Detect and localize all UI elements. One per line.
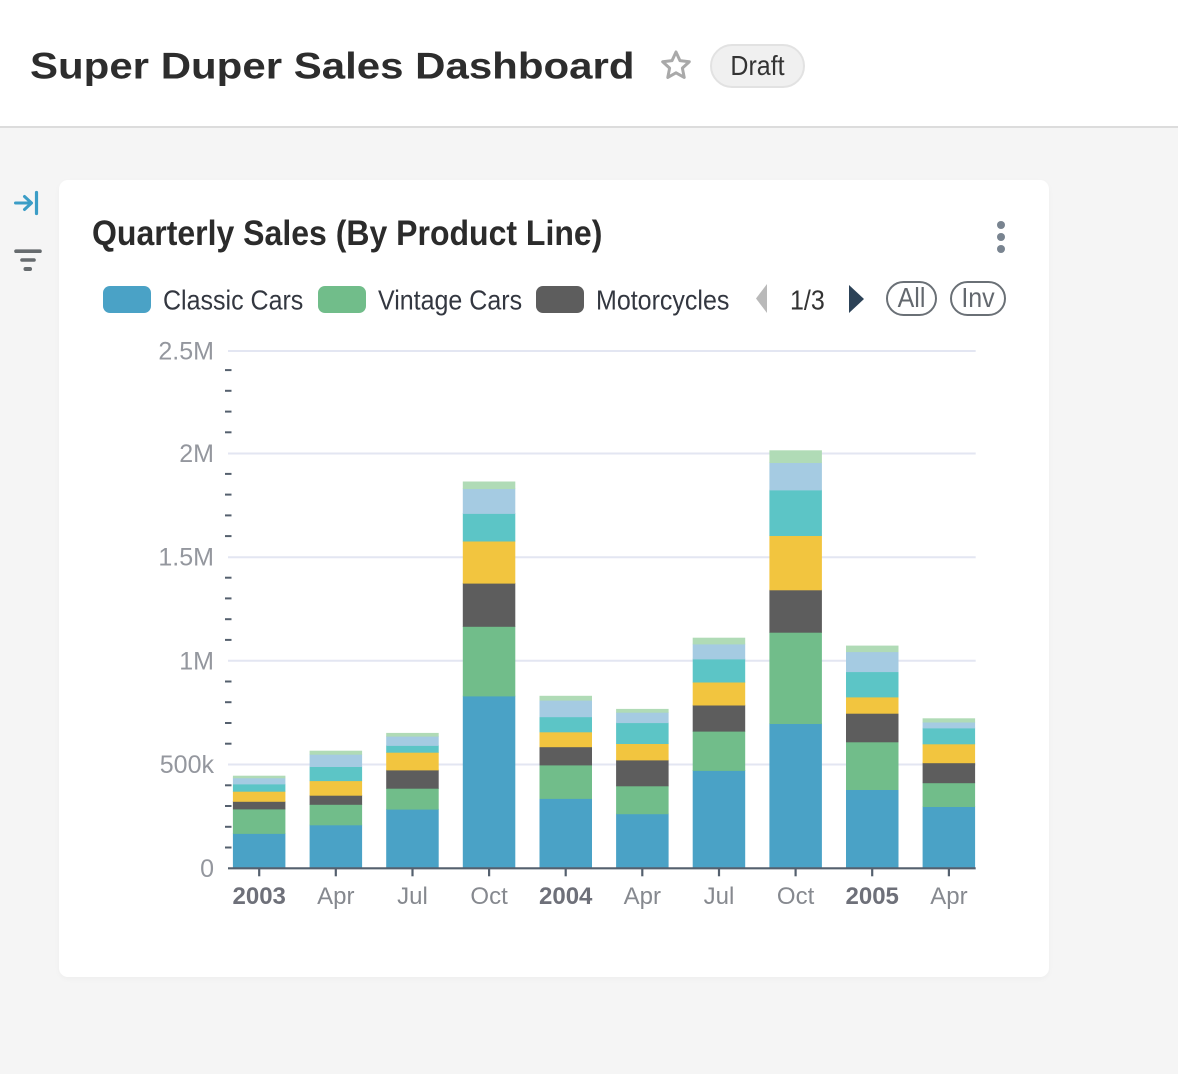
svg-text:2M: 2M: [179, 440, 214, 468]
svg-text:Jul: Jul: [397, 883, 428, 910]
svg-text:2.5M: 2.5M: [158, 338, 214, 366]
svg-text:0: 0: [200, 855, 214, 883]
svg-text:Apr: Apr: [317, 883, 354, 910]
svg-text:2005: 2005: [846, 883, 899, 910]
svg-text:Jul: Jul: [704, 883, 735, 910]
svg-text:1.5M: 1.5M: [158, 544, 214, 572]
svg-text:2003: 2003: [233, 883, 286, 910]
svg-text:Apr: Apr: [624, 883, 661, 910]
svg-text:2004: 2004: [539, 883, 593, 910]
svg-text:1M: 1M: [179, 647, 214, 675]
svg-text:500k: 500k: [160, 751, 215, 779]
svg-text:Oct: Oct: [777, 883, 815, 910]
svg-text:Oct: Oct: [470, 883, 508, 910]
svg-text:Apr: Apr: [930, 883, 967, 910]
